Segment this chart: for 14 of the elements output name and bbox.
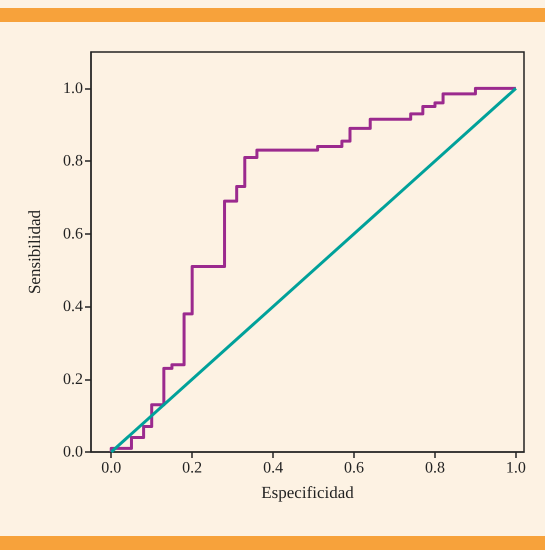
x-tick-label: 0.6 <box>344 460 364 476</box>
x-tick-label: 0.4 <box>263 460 284 476</box>
y-tick-label: 0.6 <box>63 225 83 242</box>
x-tick-label: 0.2 <box>182 460 202 476</box>
y-tick-label: 0.2 <box>63 370 83 388</box>
x-axis-title: Especificidad <box>261 483 354 502</box>
y-tick-label: 0.4 <box>63 298 83 316</box>
y-tick-label: 1.0 <box>63 80 83 97</box>
y-tick-label: 0.8 <box>63 152 83 170</box>
y-tick-label: 0.0 <box>63 444 83 460</box>
y-axis-title: Sensibilidad <box>25 209 44 294</box>
x-tick-label: 0.8 <box>424 460 445 476</box>
x-tick-label: 0.0 <box>101 460 122 476</box>
x-tick-label: 1.0 <box>506 460 526 476</box>
